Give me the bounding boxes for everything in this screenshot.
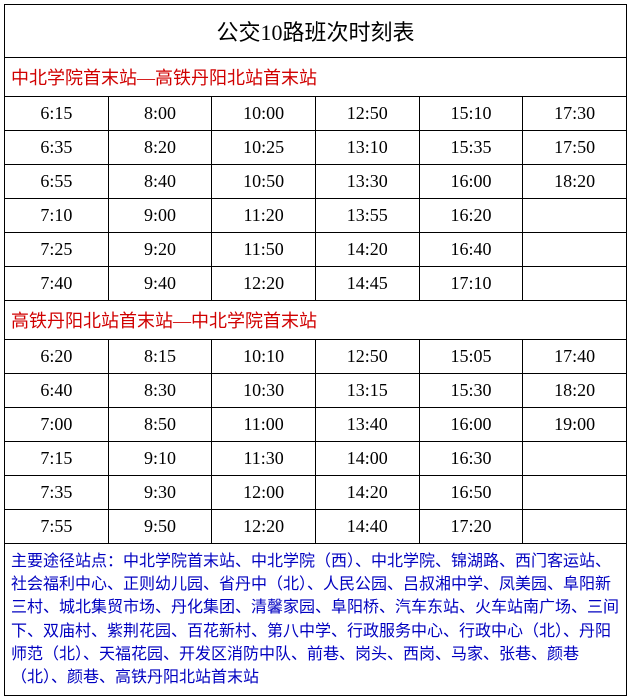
time-cell: 16:40: [419, 233, 523, 267]
time-cell: 9:20: [108, 233, 212, 267]
time-cell: 6:40: [5, 374, 109, 408]
time-cell: 12:20: [212, 510, 316, 544]
time-cell: 15:30: [419, 374, 523, 408]
time-cell: [523, 233, 627, 267]
time-cell: 16:20: [419, 199, 523, 233]
time-cell: 13:55: [315, 199, 419, 233]
time-cell: 14:00: [315, 442, 419, 476]
time-cell: 10:25: [212, 131, 316, 165]
time-cell: 7:15: [5, 442, 109, 476]
direction-header-2: 高铁丹阳北站首末站—中北学院首末站: [5, 301, 627, 340]
time-cell: 7:10: [5, 199, 109, 233]
time-cell: [523, 267, 627, 301]
timetable-container: 公交10路班次时刻表中北学院首末站—高铁丹阳北站首末站6:158:0010:00…: [0, 0, 631, 700]
time-cell: 12:20: [212, 267, 316, 301]
time-cell: 10:10: [212, 340, 316, 374]
timetable: 公交10路班次时刻表中北学院首末站—高铁丹阳北站首末站6:158:0010:00…: [4, 4, 627, 696]
time-cell: 11:00: [212, 408, 316, 442]
time-cell: 17:50: [523, 131, 627, 165]
time-cell: 7:25: [5, 233, 109, 267]
time-cell: 17:30: [523, 97, 627, 131]
time-cell: 7:40: [5, 267, 109, 301]
time-cell: 9:10: [108, 442, 212, 476]
time-cell: 14:40: [315, 510, 419, 544]
time-cell: 10:30: [212, 374, 316, 408]
time-cell: 6:35: [5, 131, 109, 165]
time-cell: 8:30: [108, 374, 212, 408]
time-cell: 14:45: [315, 267, 419, 301]
time-cell: 15:35: [419, 131, 523, 165]
time-cell: [523, 442, 627, 476]
time-cell: 16:00: [419, 165, 523, 199]
stops-description: 主要途径站点：中北学院首末站、中北学院（西）、中北学院、锦湖路、西门客运站、社会…: [5, 544, 627, 696]
time-cell: 9:30: [108, 476, 212, 510]
time-cell: 7:55: [5, 510, 109, 544]
time-cell: 12:00: [212, 476, 316, 510]
time-cell: 11:30: [212, 442, 316, 476]
time-cell: 12:50: [315, 340, 419, 374]
time-cell: 19:00: [523, 408, 627, 442]
time-cell: 8:15: [108, 340, 212, 374]
time-cell: 18:20: [523, 165, 627, 199]
time-cell: 13:15: [315, 374, 419, 408]
page-title: 公交10路班次时刻表: [5, 5, 627, 58]
time-cell: 10:00: [212, 97, 316, 131]
time-cell: 11:20: [212, 199, 316, 233]
time-cell: 9:50: [108, 510, 212, 544]
time-cell: 16:50: [419, 476, 523, 510]
time-cell: 8:20: [108, 131, 212, 165]
time-cell: 18:20: [523, 374, 627, 408]
time-cell: 13:40: [315, 408, 419, 442]
time-cell: 6:15: [5, 97, 109, 131]
time-cell: 6:55: [5, 165, 109, 199]
time-cell: 6:20: [5, 340, 109, 374]
time-cell: 9:00: [108, 199, 212, 233]
direction-header-1: 中北学院首末站—高铁丹阳北站首末站: [5, 58, 627, 97]
time-cell: 12:50: [315, 97, 419, 131]
time-cell: 13:10: [315, 131, 419, 165]
time-cell: 15:10: [419, 97, 523, 131]
time-cell: 9:40: [108, 267, 212, 301]
time-cell: [523, 476, 627, 510]
time-cell: 10:50: [212, 165, 316, 199]
time-cell: 17:10: [419, 267, 523, 301]
time-cell: 7:00: [5, 408, 109, 442]
time-cell: 16:00: [419, 408, 523, 442]
time-cell: 8:50: [108, 408, 212, 442]
time-cell: [523, 199, 627, 233]
time-cell: 14:20: [315, 476, 419, 510]
time-cell: 8:00: [108, 97, 212, 131]
time-cell: 16:30: [419, 442, 523, 476]
time-cell: 13:30: [315, 165, 419, 199]
time-cell: 11:50: [212, 233, 316, 267]
time-cell: 7:35: [5, 476, 109, 510]
time-cell: [523, 510, 627, 544]
time-cell: 17:20: [419, 510, 523, 544]
time-cell: 15:05: [419, 340, 523, 374]
time-cell: 8:40: [108, 165, 212, 199]
time-cell: 14:20: [315, 233, 419, 267]
time-cell: 17:40: [523, 340, 627, 374]
